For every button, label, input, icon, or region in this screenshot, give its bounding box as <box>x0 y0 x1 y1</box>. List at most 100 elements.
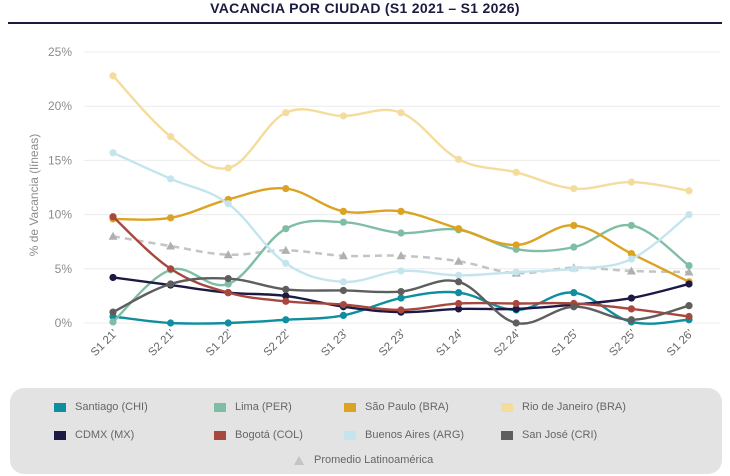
legend-label: Bogotá (COL) <box>235 429 303 441</box>
x-tick-label: S2 22' <box>262 328 293 359</box>
series-lines <box>108 72 694 327</box>
data-point-buenos-aires-arg <box>685 211 693 219</box>
legend-item-lima-per: Lima (PER) <box>214 401 292 413</box>
data-point-san-jose-cri <box>224 274 232 283</box>
legend-item-san-jose-cri: San José (CRI) <box>501 429 597 441</box>
data-point-santiago-chi <box>455 289 463 297</box>
data-point-bogota-col <box>512 299 520 308</box>
legend-label: São Paulo (BRA) <box>365 401 449 413</box>
x-tick-label: S2 24' <box>492 328 523 359</box>
data-point-buenos-aires-arg <box>455 271 463 279</box>
legend-item-sao-paulo-bra: São Paulo (BRA) <box>344 401 449 413</box>
y-tick-label: 10% <box>48 208 72 222</box>
data-point-bogota-col <box>397 306 405 314</box>
data-point-rio-de-janeiro-bra <box>685 187 693 195</box>
average-point <box>626 266 636 275</box>
legend-label: Buenos Aires (ARG) <box>365 429 465 441</box>
data-point-cdmx-mx <box>282 292 290 300</box>
x-tick-label: S2 23' <box>377 328 408 359</box>
triangle-icon <box>294 455 304 465</box>
x-tick-label: S1 23' <box>319 328 350 359</box>
data-point-buenos-aires-arg <box>109 149 117 157</box>
x-tick-label: S2 21' <box>146 328 177 359</box>
legend-label: Promedio Latinoamérica <box>314 454 434 466</box>
data-point-rio-de-janeiro-bra <box>109 72 117 80</box>
y-axis-ticks: 0% 5% 10% 15% 20% 25% <box>48 45 72 330</box>
data-point-rio-de-janeiro-bra <box>167 132 175 141</box>
data-point-santiago-chi <box>224 319 232 327</box>
data-point-sao-paulo-bra <box>512 241 520 249</box>
data-point-buenos-aires-arg <box>570 265 578 273</box>
y-tick-label: 15% <box>48 153 72 167</box>
data-point-bogota-col <box>282 297 290 305</box>
data-point-buenos-aires-arg <box>397 267 405 275</box>
data-point-sao-paulo-bra <box>570 221 578 230</box>
data-point-cdmx-mx <box>685 280 693 288</box>
legend-label: San José (CRI) <box>522 429 598 441</box>
legend-swatch <box>54 402 66 412</box>
line-chart: 0%5%10%15%20%25% % de Vacancia (líneas) … <box>27 45 720 359</box>
data-point-san-jose-cri <box>282 285 290 293</box>
data-point-rio-de-janeiro-bra <box>282 109 290 117</box>
x-tick-label: S1 21' <box>89 328 120 359</box>
data-point-rio-de-janeiro-bra <box>570 184 578 193</box>
data-point-lima-per <box>282 225 290 233</box>
data-point-sao-paulo-bra <box>455 225 463 233</box>
data-point-lima-per <box>224 280 232 288</box>
data-point-buenos-aires-arg <box>627 255 636 263</box>
legend-label: Santiago (CHI) <box>75 401 148 413</box>
data-point-santiago-chi <box>167 319 175 327</box>
legend-item-cdmx-mx: CDMX (MX) <box>54 429 134 441</box>
data-point-san-jose-cri <box>167 280 175 288</box>
legend-swatch <box>344 402 356 412</box>
legend-item-bogota-col: Bogotá (COL) <box>214 429 303 441</box>
data-point-san-jose-cri <box>109 308 117 316</box>
data-point-san-jose-cri <box>570 303 578 311</box>
data-point-buenos-aires-arg <box>167 175 175 183</box>
data-point-sao-paulo-bra <box>339 207 347 215</box>
series-line-buenos-aires-arg <box>112 151 690 284</box>
data-point-sao-paulo-bra <box>282 184 290 193</box>
data-point-lima-per <box>627 221 636 230</box>
data-point-rio-de-janeiro-bra <box>339 112 347 120</box>
x-tick-label: S2 25' <box>607 328 638 359</box>
data-point-santiago-chi <box>570 289 578 297</box>
y-axis-label: % de Vacancia (líneas) <box>27 134 41 257</box>
average-point <box>166 241 176 250</box>
y-tick-label: 5% <box>55 262 73 276</box>
average-point <box>396 251 406 260</box>
data-point-buenos-aires-arg <box>339 278 347 286</box>
legend-item-rio-de-janeiro-bra: Rio de Janeiro (BRA) <box>501 401 626 413</box>
data-point-lima-per <box>397 229 405 237</box>
data-point-buenos-aires-arg <box>512 268 520 276</box>
legend-swatch <box>501 402 513 412</box>
data-point-lima-per <box>685 261 693 270</box>
legend: Santiago (CHI) Lima (PER) São Paulo (BRA) R… <box>10 388 722 474</box>
legend-swatch <box>214 430 226 440</box>
average-point <box>281 245 291 254</box>
x-tick-label: S1 26' <box>665 328 696 359</box>
data-point-sao-paulo-bra <box>627 250 636 258</box>
y-tick-label: 25% <box>48 45 72 59</box>
data-point-san-jose-cri <box>627 316 636 324</box>
data-point-lima-per <box>339 218 347 226</box>
data-point-sao-paulo-bra <box>397 207 405 215</box>
data-point-rio-de-janeiro-bra <box>397 109 405 117</box>
average-point <box>454 256 464 265</box>
data-point-cdmx-mx <box>109 273 117 282</box>
data-point-cdmx-mx <box>627 294 636 302</box>
y-tick-label: 20% <box>48 99 72 113</box>
legend-swatch <box>501 430 513 440</box>
chart-title: VACANCIA POR CIUDAD (S1 2021 – S1 2026) <box>210 0 520 16</box>
x-tick-label: S1 25' <box>550 328 581 359</box>
data-point-san-jose-cri <box>455 278 463 286</box>
title-divider <box>8 22 722 24</box>
data-point-bogota-col <box>109 213 117 221</box>
data-point-san-jose-cri <box>397 287 405 296</box>
data-point-bogota-col <box>224 289 232 297</box>
data-point-bogota-col <box>455 299 463 308</box>
legend-label: Rio de Janeiro (BRA) <box>522 401 626 413</box>
average-point <box>684 267 694 276</box>
average-point <box>108 231 118 240</box>
data-point-rio-de-janeiro-bra <box>455 155 463 163</box>
